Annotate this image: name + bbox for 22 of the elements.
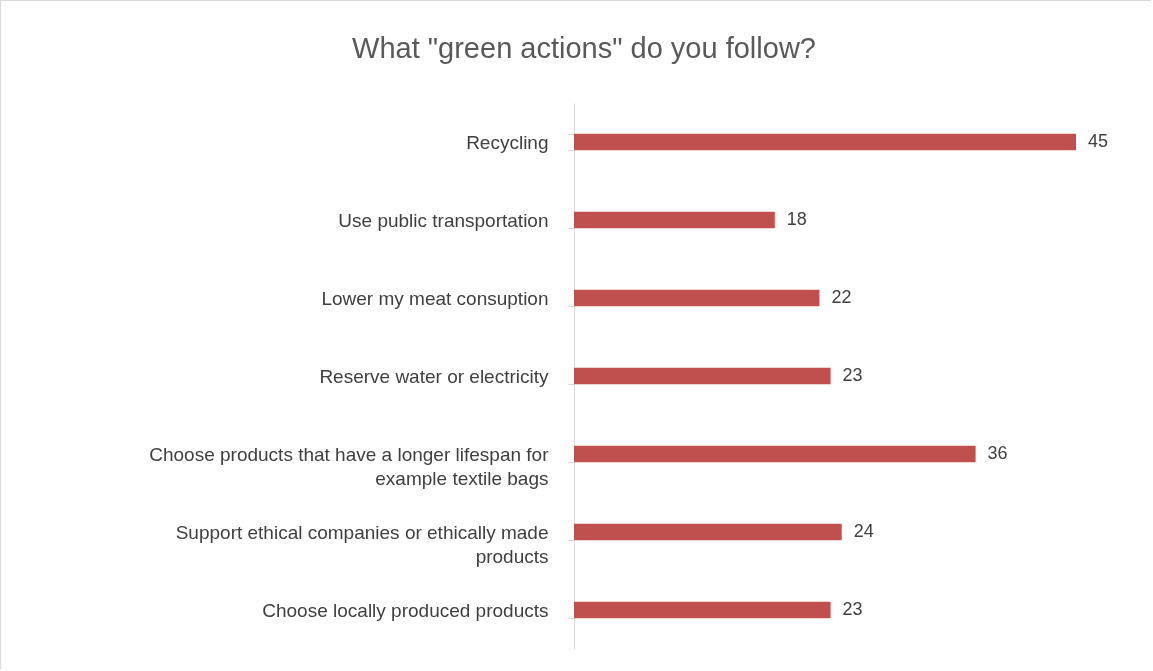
bar: [574, 289, 820, 307]
bar: [574, 133, 1076, 151]
data-label: 18: [786, 209, 807, 229]
data-label: 23: [842, 365, 863, 385]
y-tick-label: Reserve water or electricity: [319, 365, 549, 387]
y-tick-label: Choose products that have a longer lifespan for example textile bags: [149, 443, 550, 489]
y-tick-label: Support ethical companies or ethically made products: [175, 521, 549, 567]
data-label: 22: [831, 287, 852, 307]
data-label: 36: [987, 443, 1008, 463]
data-label: 24: [853, 521, 874, 541]
y-tick-label: Choose locally produced products: [262, 599, 549, 621]
data-label: 45: [1088, 131, 1109, 151]
bar: [574, 601, 831, 619]
y-tick-label: Recycling: [466, 131, 549, 153]
chart-title: What "green actions" do you follow?: [352, 32, 816, 64]
y-tick-label: Lower my meat consuption: [321, 287, 549, 309]
bar: [574, 367, 831, 385]
bar: [574, 445, 976, 463]
y-tick-label: Use public transportation: [338, 209, 549, 231]
bar: [574, 523, 842, 541]
bar: [574, 211, 775, 229]
data-label: 23: [842, 599, 863, 619]
